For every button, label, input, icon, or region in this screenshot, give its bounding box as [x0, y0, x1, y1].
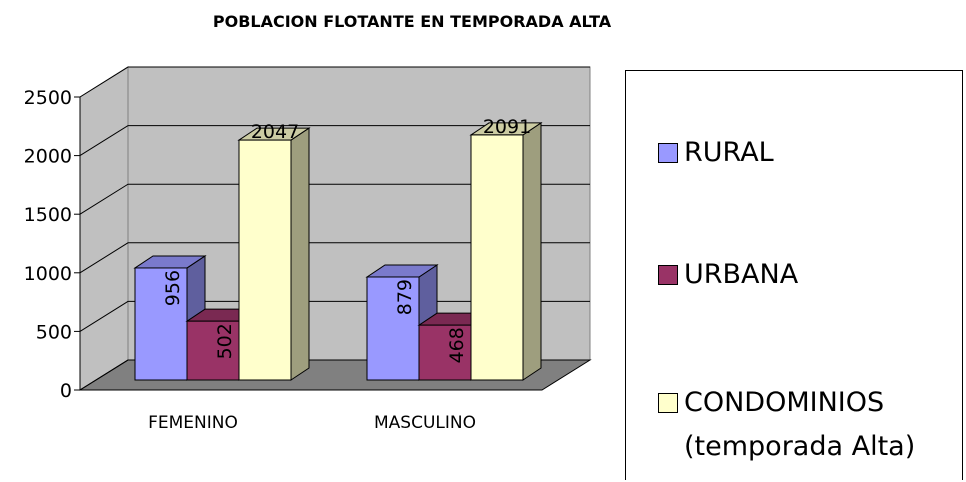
data-label: 468: [446, 327, 468, 363]
y-tick-label: 1000: [24, 263, 72, 285]
bar-front: [418, 324, 472, 381]
y-tick-label: 1500: [24, 204, 72, 226]
y-tick-label: 0: [60, 380, 72, 402]
bar-front: [366, 276, 420, 381]
legend-swatch: [658, 143, 678, 163]
legend-label: CONDOMINIOS (temporada Alta): [684, 387, 916, 462]
y-tick-label: 2500: [24, 87, 72, 109]
bar-side: [522, 122, 542, 381]
chart-title: POBLACION FLOTANTE EN TEMPORADA ALTA: [213, 12, 612, 31]
data-label: 2091: [483, 116, 531, 138]
x-tick-label: MASCULINO: [374, 413, 476, 433]
grid-line: [79, 183, 590, 215]
bar: [237, 127, 311, 381]
grid-line: [79, 125, 590, 157]
bar: [469, 122, 543, 381]
data-label: 502: [214, 323, 236, 359]
legend-label: URBANA: [684, 259, 799, 290]
y-tick-label: 500: [36, 321, 72, 343]
data-label: 2047: [251, 121, 299, 143]
grid-line: [79, 66, 590, 98]
legend: RURAL URBANA CONDOMINIOS (temporada Alta): [625, 70, 963, 480]
legend-swatch: [658, 265, 678, 285]
bar-front: [134, 267, 188, 381]
grid-line: [79, 242, 590, 274]
legend-label: RURAL: [684, 137, 774, 168]
x-tick-label: FEMENINO: [148, 413, 238, 433]
bar-front: [238, 139, 292, 381]
bar-front: [470, 134, 524, 381]
side-wall: [79, 66, 129, 391]
y-tick-label: 2000: [24, 146, 72, 168]
data-label: 956: [162, 270, 184, 306]
bar-front: [186, 320, 240, 381]
data-label: 879: [394, 279, 416, 315]
bar-side: [290, 127, 310, 381]
legend-swatch: [658, 393, 678, 413]
